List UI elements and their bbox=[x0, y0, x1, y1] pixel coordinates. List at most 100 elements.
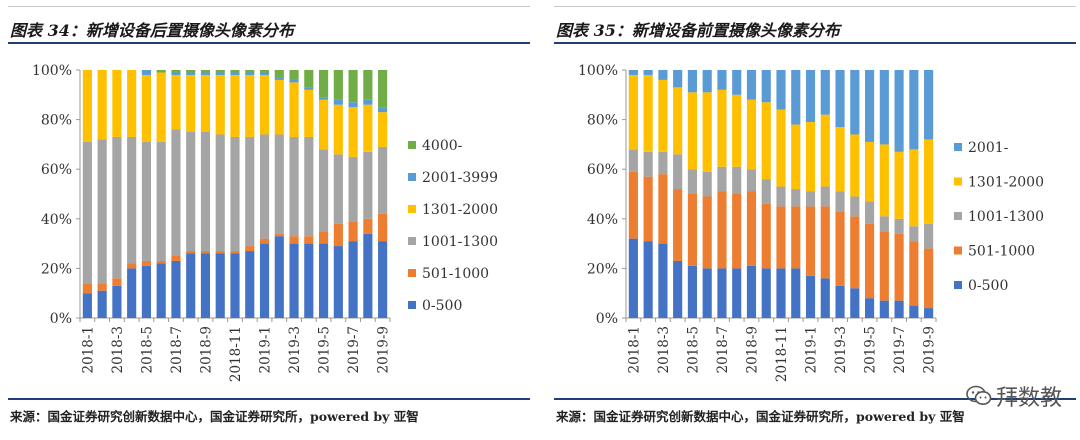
bar-segment bbox=[333, 104, 343, 155]
bar-segment bbox=[776, 186, 786, 207]
x-tick-label: 2019-7 bbox=[346, 326, 362, 374]
bar-segment bbox=[865, 70, 875, 142]
bar-segment bbox=[215, 134, 225, 252]
bar-segment bbox=[894, 70, 904, 152]
bar-segment bbox=[746, 169, 757, 192]
bar-segment bbox=[628, 238, 638, 318]
bar-segment bbox=[127, 70, 137, 137]
bar-segment bbox=[112, 136, 122, 279]
watermark-text: 拜数教 bbox=[995, 386, 1062, 411]
bar-segment bbox=[97, 283, 107, 291]
bar-segment bbox=[643, 176, 653, 242]
top-rule bbox=[554, 6, 1076, 7]
bar-segment bbox=[319, 243, 329, 318]
bar-segment bbox=[628, 149, 638, 172]
bar-segment bbox=[259, 134, 270, 239]
bar-segment bbox=[894, 151, 904, 219]
bar-segment bbox=[319, 231, 329, 244]
chart-title-bar: 图表 35：新增设备前置摄像头像素分布 bbox=[554, 14, 1076, 44]
bar-segment bbox=[805, 70, 816, 123]
x-tick-label: 2018-5 bbox=[685, 326, 701, 374]
x-tick-label: 2019-1 bbox=[258, 326, 274, 374]
bar-segment bbox=[141, 141, 151, 261]
bar-segment bbox=[791, 206, 801, 269]
bar-segment bbox=[894, 233, 904, 301]
y-tick-label: 0% bbox=[50, 311, 72, 327]
bar-segment bbox=[215, 70, 225, 73]
bar-segment bbox=[673, 154, 683, 190]
bar-segment bbox=[791, 70, 801, 125]
bar-segment bbox=[363, 104, 373, 152]
bar-segment bbox=[687, 194, 697, 266]
x-tick-label: 2019-9 bbox=[922, 326, 938, 374]
bar-segment bbox=[82, 70, 92, 142]
bar-segment bbox=[909, 149, 919, 227]
bar-segment bbox=[200, 251, 211, 254]
bar-segment bbox=[924, 139, 934, 224]
bar-segment bbox=[879, 216, 889, 232]
bar-segment bbox=[717, 70, 727, 90]
x-tick-label: 2019-9 bbox=[376, 326, 392, 374]
y-tick-label: 60% bbox=[587, 162, 618, 178]
bar-segment bbox=[909, 241, 919, 306]
x-tick-label: 2018-3 bbox=[110, 326, 126, 374]
bar-segment bbox=[274, 79, 284, 135]
bottom-rule bbox=[554, 398, 1076, 400]
bar-segment bbox=[200, 72, 211, 75]
bar-segment bbox=[643, 241, 653, 318]
bar-segment bbox=[333, 70, 343, 100]
bar-segment bbox=[673, 189, 683, 261]
bar-segment bbox=[746, 265, 757, 318]
bar-segment bbox=[865, 201, 875, 224]
bar-segment bbox=[628, 74, 638, 150]
legend-swatch bbox=[954, 143, 962, 151]
stacked-bar-chart-front: 0% 20% 40% 60% 80% 100% 2018-1 2018-3 2018-5 2018… bbox=[578, 63, 1044, 382]
bar-segment bbox=[348, 102, 358, 108]
bar-segment bbox=[835, 70, 845, 128]
bar-segment bbox=[245, 251, 255, 318]
bar-segment bbox=[245, 70, 255, 73]
legend-label: 0-500 bbox=[968, 278, 1008, 294]
bar-segment bbox=[643, 70, 653, 75]
bar-segment bbox=[761, 203, 771, 269]
bar-segment bbox=[363, 151, 373, 219]
bar-segment bbox=[245, 74, 255, 137]
bar-segment bbox=[761, 179, 771, 204]
x-tick-label: 2018-7 bbox=[169, 326, 185, 374]
chart-title: 图表 35：新增设备前置摄像头像素分布 bbox=[556, 21, 840, 40]
bar-segment bbox=[909, 70, 919, 150]
bar-segment bbox=[850, 216, 860, 289]
bar-segment bbox=[97, 70, 107, 140]
x-tick-label: 2018-9 bbox=[745, 326, 761, 374]
legend-swatch bbox=[954, 212, 962, 220]
bar-segment bbox=[363, 218, 373, 234]
chart-title: 图表 34：新增设备后置摄像头像素分布 bbox=[10, 21, 294, 40]
bar-segment bbox=[141, 260, 151, 266]
bar-segment bbox=[378, 112, 388, 147]
bar-segment bbox=[717, 166, 727, 192]
bar-segment bbox=[363, 99, 373, 105]
bar-segment bbox=[348, 70, 358, 103]
legend-swatch bbox=[954, 177, 962, 186]
bar-segment bbox=[865, 223, 875, 299]
bar-segment bbox=[348, 241, 358, 318]
chart-panel-rear: 图表 34：新增设备后置摄像头像素分布 0% 20% 40% 60% 80% 100% 20… bbox=[0, 0, 530, 440]
bar-segment bbox=[112, 285, 122, 318]
bar-segment bbox=[879, 144, 889, 217]
bar-segment bbox=[746, 191, 757, 266]
bar-segment bbox=[643, 74, 653, 152]
bar-segment bbox=[289, 243, 299, 318]
bar-segment bbox=[820, 114, 830, 187]
bar-segment bbox=[746, 70, 757, 100]
bar-segment bbox=[259, 243, 270, 318]
bar-segment bbox=[215, 74, 225, 135]
watermark: 拜数教 bbox=[966, 380, 1062, 412]
bar-segment bbox=[687, 70, 697, 93]
bar-segment bbox=[141, 265, 151, 318]
bar-segment bbox=[304, 89, 314, 137]
legend-swatch bbox=[408, 205, 416, 213]
bar-segment bbox=[687, 169, 697, 194]
bar-segment bbox=[658, 151, 668, 175]
bar-segment bbox=[82, 283, 92, 294]
bar-segment bbox=[850, 288, 860, 318]
